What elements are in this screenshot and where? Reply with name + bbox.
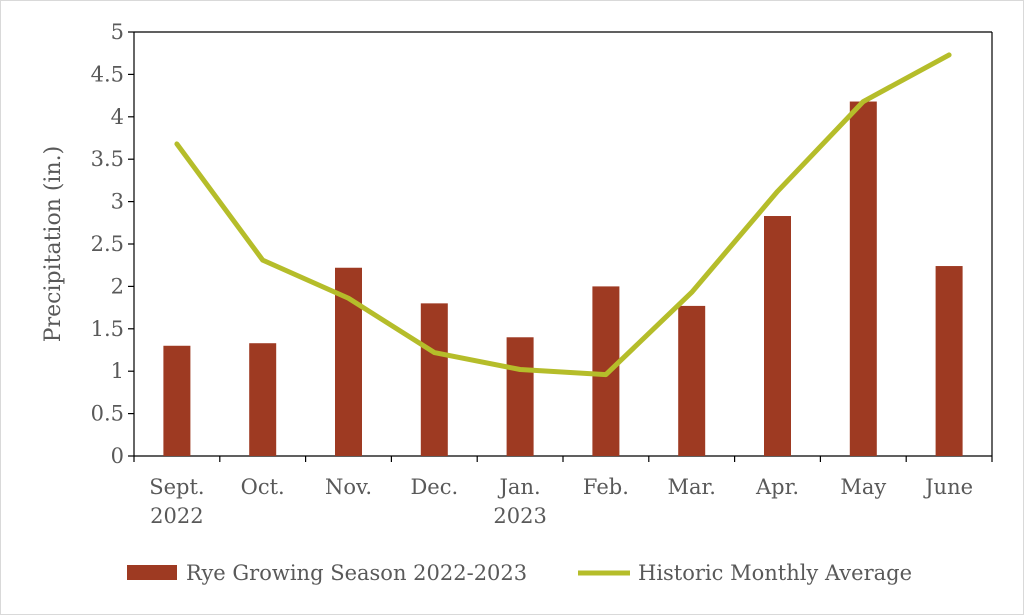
bar bbox=[163, 345, 191, 456]
y-tick-label: 3.5 bbox=[91, 147, 124, 171]
bar-series bbox=[163, 101, 963, 456]
y-tick-label: 2 bbox=[111, 274, 124, 298]
y-ticks: 0 0.5 1 1.5 2 2.5 3 3.5 4 4.5 5 bbox=[91, 20, 134, 468]
y-tick-label: 3 bbox=[111, 190, 124, 214]
y-tick-label: 1.5 bbox=[91, 317, 124, 341]
y-axis-title: Precipitation (in.) bbox=[41, 146, 66, 342]
legend-label-bar: Rye Growing Season 2022-2023 bbox=[186, 561, 527, 585]
y-tick-label: 1 bbox=[111, 359, 124, 383]
bar bbox=[506, 337, 534, 456]
x-tick-label: Jan. 2023 bbox=[493, 475, 546, 528]
bar bbox=[935, 266, 963, 456]
bar bbox=[678, 305, 706, 456]
y-tick-label: 0 bbox=[111, 444, 124, 468]
y-tick-label: 4.5 bbox=[91, 62, 124, 86]
legend-label-line: Historic Monthly Average bbox=[638, 561, 912, 585]
y-tick-label: 4 bbox=[111, 105, 124, 129]
y-tick-label: 5 bbox=[111, 20, 124, 44]
x-ticks: Sept. 2022 Oct. Nov. Dec. Jan. 2023 Feb. Mar. Apr… bbox=[133, 456, 993, 528]
bar bbox=[849, 101, 877, 456]
x-tick-label: Mar. bbox=[667, 475, 715, 499]
legend-swatch-bar bbox=[127, 565, 177, 580]
y-tick-label: 2.5 bbox=[91, 232, 124, 256]
line-series bbox=[174, 52, 952, 378]
x-tick-label: June bbox=[923, 475, 973, 499]
x-tick-label: Feb. bbox=[583, 475, 629, 499]
y-tick-label: 0.5 bbox=[91, 402, 124, 426]
bar bbox=[420, 303, 448, 456]
x-tick-label: Dec. bbox=[410, 475, 458, 499]
historic-average-line bbox=[174, 52, 952, 378]
x-tick-label: Apr. bbox=[755, 475, 799, 499]
bar bbox=[764, 216, 791, 456]
legend: Rye Growing Season 2022-2023 Historic Mo… bbox=[127, 561, 912, 585]
x-tick-label: Oct. bbox=[241, 475, 285, 499]
x-tick-label: Nov. bbox=[325, 475, 372, 499]
bar bbox=[249, 343, 277, 456]
x-tick-label: May bbox=[840, 475, 886, 499]
x-tick-label: Sept. 2022 bbox=[149, 475, 204, 528]
